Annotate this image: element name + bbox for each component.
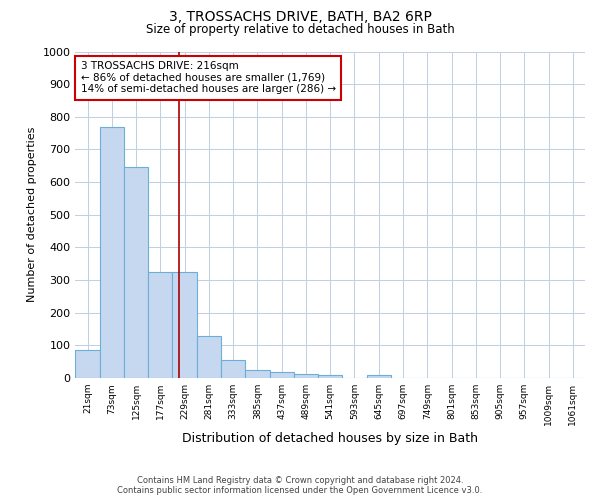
Bar [318,376,343,378]
X-axis label: Distribution of detached houses by size in Bath: Distribution of detached houses by size … [182,432,478,445]
Bar [245,370,269,378]
Y-axis label: Number of detached properties: Number of detached properties [27,127,37,302]
Bar [294,374,318,378]
Text: Contains HM Land Registry data © Crown copyright and database right 2024.
Contai: Contains HM Land Registry data © Crown c… [118,476,482,495]
Bar [100,126,124,378]
Bar [172,272,197,378]
Bar [221,360,245,378]
Text: 3, TROSSACHS DRIVE, BATH, BA2 6RP: 3, TROSSACHS DRIVE, BATH, BA2 6RP [169,10,431,24]
Bar [367,375,391,378]
Bar [124,168,148,378]
Bar [148,272,172,378]
Bar [76,350,100,378]
Bar [197,336,221,378]
Bar [269,372,294,378]
Text: 3 TROSSACHS DRIVE: 216sqm
← 86% of detached houses are smaller (1,769)
14% of se: 3 TROSSACHS DRIVE: 216sqm ← 86% of detac… [80,62,335,94]
Text: Size of property relative to detached houses in Bath: Size of property relative to detached ho… [146,22,454,36]
